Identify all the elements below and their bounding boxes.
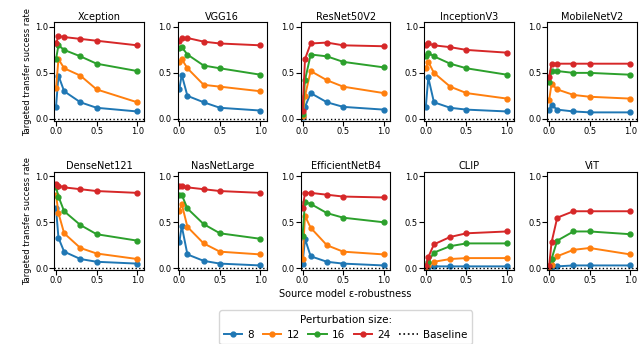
Title: DenseNet121: DenseNet121 — [66, 161, 132, 171]
Y-axis label: Targeted transfer success rate: Targeted transfer success rate — [23, 8, 32, 136]
Title: VGG16: VGG16 — [205, 12, 239, 22]
Title: NasNetLarge: NasNetLarge — [191, 161, 254, 171]
Title: EfficientNetB4: EfficientNetB4 — [310, 161, 381, 171]
Title: ViT: ViT — [584, 161, 600, 171]
Title: MobileNetV2: MobileNetV2 — [561, 12, 623, 22]
X-axis label: Source model ε-robustness: Source model ε-robustness — [280, 289, 412, 300]
Title: CLIP: CLIP — [458, 161, 479, 171]
Title: Xception: Xception — [77, 12, 120, 22]
Y-axis label: Targeted transfer success rate: Targeted transfer success rate — [23, 157, 32, 285]
Title: ResNet50V2: ResNet50V2 — [316, 12, 376, 22]
Title: InceptionV3: InceptionV3 — [440, 12, 498, 22]
Legend: 8, 12, 16, 24, Baseline: 8, 12, 16, 24, Baseline — [220, 310, 472, 344]
